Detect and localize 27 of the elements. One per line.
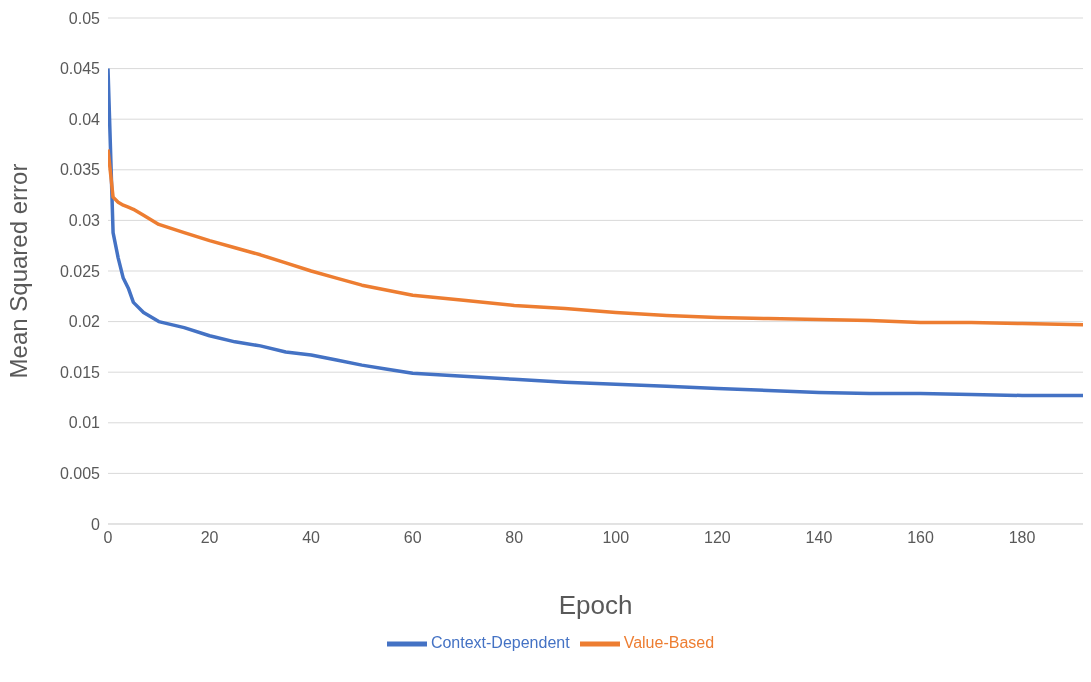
y-tick-label: 0.01 [68,414,101,432]
y-tick-label: 0.005 [59,465,101,483]
x-tick-label: 60 [403,529,422,547]
y-tick-label: 0.035 [59,161,101,179]
line-series [108,66,1083,398]
x-tick-label: 100 [602,529,630,547]
y-tick-label: 0.045 [59,60,101,78]
x-tick-label: 20 [200,529,219,547]
y-tick-label: 0.025 [59,262,101,280]
legend-label: Value-Based [623,634,715,652]
legend-label: Context-Dependent [430,634,570,652]
y-tick-label: 0.015 [59,363,101,381]
y-tick-label: 0.03 [68,212,101,230]
x-axis-title: Epoch [558,590,633,620]
y-tick-label: 0.05 [68,9,101,27]
y-tick-label: 0.04 [68,110,101,128]
x-tick-label: 0 [103,529,113,547]
x-tick-label: 180 [1008,529,1036,547]
x-tick-label: 80 [505,529,524,547]
x-tick-label: 40 [302,529,321,547]
x-tick-label: 160 [907,529,934,547]
x-tick-label: 120 [704,529,731,547]
y-tick-label: 0 [91,515,101,533]
line-series [108,147,1083,327]
y-axis-title: Mean Squared error [4,163,32,379]
y-tick-label: 0.02 [68,313,101,331]
x-tick-label: 140 [805,529,833,547]
